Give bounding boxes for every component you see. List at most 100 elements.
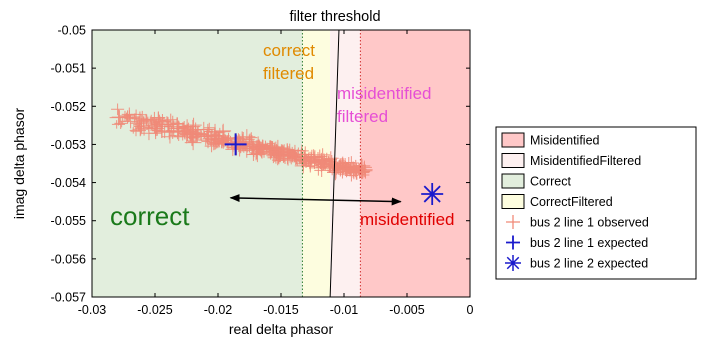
observed-point xyxy=(268,139,287,156)
double-arrow xyxy=(229,194,402,206)
y-tick-label: -0.055 xyxy=(51,214,86,228)
observed-point xyxy=(354,167,364,176)
observed-point xyxy=(241,133,259,150)
observed-point xyxy=(188,134,198,143)
legend-label: Misidentified xyxy=(530,134,600,148)
y-tick-label: -0.052 xyxy=(51,100,86,114)
legend-plus-icon xyxy=(506,215,520,229)
observed-point xyxy=(267,140,274,147)
observed-point xyxy=(314,163,330,178)
region-layer xyxy=(92,30,470,297)
observed-point xyxy=(202,131,219,146)
annotation-1-line-0: correct xyxy=(263,41,315,60)
x-tick-label: 0 xyxy=(467,303,474,317)
legend-label: MisidentifiedFiltered xyxy=(530,154,641,168)
observed-point xyxy=(111,120,122,129)
observed-point xyxy=(154,124,170,138)
observed-point xyxy=(146,111,163,127)
legend-item: Misidentified xyxy=(501,132,600,148)
observed-point xyxy=(138,113,154,129)
legend-label: Correct xyxy=(530,175,572,189)
marker-layer xyxy=(224,133,444,206)
legend-swatch xyxy=(501,173,525,189)
observed-point xyxy=(183,122,194,132)
x-tick-label: -0.01 xyxy=(330,303,359,317)
threshold-layer xyxy=(301,29,361,298)
observed-point xyxy=(159,117,167,124)
axes-layer: -0.03 -0.025 -0.02 -0.015 -0.01 -0.005 0 -0.05 -… xyxy=(11,24,474,338)
observed-point xyxy=(118,117,127,125)
threshold-line-1 xyxy=(329,29,340,298)
observed-point xyxy=(204,139,219,153)
observed-point xyxy=(111,103,125,116)
observed-point xyxy=(299,150,309,159)
x-axis-label: real delta phasor xyxy=(229,321,334,337)
region-correct xyxy=(92,30,303,297)
observed-point xyxy=(185,117,202,133)
y-tick-label: -0.051 xyxy=(51,62,86,76)
legend-swatch xyxy=(501,194,525,209)
observed-point xyxy=(204,128,211,135)
observed-point xyxy=(356,160,372,175)
x-tick-label: -0.005 xyxy=(389,303,424,317)
observed-point xyxy=(207,130,223,144)
legend-swatch xyxy=(501,132,525,148)
x-tick-label: -0.025 xyxy=(137,303,172,317)
observed-point xyxy=(133,120,142,129)
observed-point xyxy=(302,158,318,173)
observed-point xyxy=(216,136,228,147)
x-tick-label: -0.015 xyxy=(263,303,298,317)
legend-item: bus 2 line 1 expected xyxy=(506,235,648,250)
x-tick-label: -0.03 xyxy=(78,303,107,317)
legend-item: bus 2 line 1 observed xyxy=(506,215,649,230)
annotation-1-line-1: filtered xyxy=(263,64,314,83)
legend-label: bus 2 line 1 expected xyxy=(530,236,648,250)
observed-cloud-layer xyxy=(109,103,373,182)
annotation-0-line-0: filter threshold xyxy=(289,9,380,25)
observed-point xyxy=(164,123,173,131)
legend-box xyxy=(495,126,697,280)
annotation-layer: filter threshold correct filtered misidenti… xyxy=(110,9,455,231)
legend-plus-icon xyxy=(506,235,520,250)
observed-point xyxy=(327,157,346,174)
observed-point xyxy=(348,165,365,180)
observed-point xyxy=(302,155,315,166)
observed-point xyxy=(323,161,336,173)
observed-point xyxy=(121,107,137,122)
observed-point xyxy=(176,125,190,137)
observed-point xyxy=(312,159,320,167)
expected-line2-marker xyxy=(421,183,444,206)
observed-point xyxy=(151,111,166,124)
observed-point xyxy=(254,145,269,159)
legend-label: CorrectFiltered xyxy=(530,195,613,209)
annotation-3-line-0: correct xyxy=(110,201,190,231)
x-tick-label: -0.02 xyxy=(204,303,233,317)
y-axis-label: imag delta phasor xyxy=(11,108,27,220)
observed-point xyxy=(216,129,230,142)
observed-point xyxy=(344,169,359,182)
observed-point xyxy=(119,110,131,121)
observed-point xyxy=(187,133,196,141)
legend-item: CorrectFiltered xyxy=(501,194,613,209)
annotation-2-line-1: filtered xyxy=(337,107,388,126)
legend-label: bus 2 line 1 observed xyxy=(530,216,649,230)
observed-point xyxy=(218,133,231,144)
y-tick-label: -0.056 xyxy=(51,252,86,266)
expected-line1-marker xyxy=(224,133,247,156)
legend: Misidentified MisidentifiedFiltered Correc… xyxy=(495,126,697,280)
legend-item: MisidentifiedFiltered xyxy=(501,153,641,168)
y-tick-label: -0.05 xyxy=(58,24,87,38)
observed-point xyxy=(168,131,177,140)
observed-point xyxy=(272,147,287,161)
legend-label: bus 2 line 2 expected xyxy=(530,257,648,271)
observed-point xyxy=(190,125,201,135)
legend-item: bus 2 line 2 expected xyxy=(505,255,648,271)
y-tick-label: -0.053 xyxy=(51,138,86,152)
annotation-4-line-0: misidentified xyxy=(360,210,455,229)
observed-point xyxy=(181,131,189,139)
observed-point xyxy=(320,160,330,170)
observed-point xyxy=(315,148,330,162)
y-tick-label: -0.057 xyxy=(51,291,86,305)
observed-point xyxy=(343,164,352,172)
